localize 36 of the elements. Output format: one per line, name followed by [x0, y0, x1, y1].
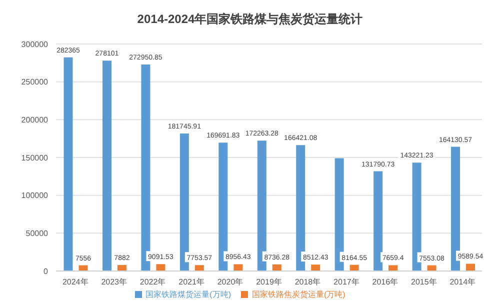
- legend-label: 国家铁路煤货运量(万吨): [146, 290, 231, 299]
- bar: [64, 57, 73, 271]
- y-tick-label: 300000: [21, 40, 49, 49]
- bar: [272, 264, 282, 271]
- x-tick-label: 2021年: [178, 278, 204, 287]
- bar: [117, 265, 126, 271]
- y-tick-label: 50000: [26, 229, 49, 238]
- bar: [466, 264, 476, 271]
- y-tick-label: 100000: [21, 191, 49, 200]
- legend-label: 国家铁路焦炭货运量(万吨): [252, 290, 346, 299]
- x-tick-label: 2024年: [62, 278, 88, 287]
- x-tick-label: 2015年: [411, 278, 437, 287]
- x-tick-label: 2014年: [450, 278, 476, 287]
- bar: [194, 265, 204, 271]
- bar: [334, 158, 344, 271]
- y-tick-label: 0: [44, 266, 49, 276]
- bar: [412, 162, 422, 271]
- x-tick-label: 2023年: [101, 278, 127, 287]
- x-tick-label: 2020年: [217, 278, 244, 287]
- bar: [102, 60, 112, 271]
- y-tick-label: 250000: [21, 78, 49, 87]
- x-tick-label: 2019年: [256, 278, 282, 287]
- y-tick-label: 150000: [21, 153, 49, 162]
- bar: [388, 265, 398, 271]
- bar: [311, 264, 320, 271]
- x-tick-label: 2018年: [294, 278, 321, 287]
- y-tick-label: 200000: [21, 116, 49, 125]
- x-tick-label: 2016年: [372, 278, 398, 287]
- bar: [180, 133, 189, 271]
- bar: [234, 264, 243, 271]
- chart-title: 2014-2024年国家铁路煤与焦炭货运量统计: [136, 11, 364, 28]
- x-tick-label: 2017年: [334, 278, 360, 287]
- bar: [257, 140, 266, 271]
- bar: [156, 264, 166, 271]
- bar: [374, 171, 383, 271]
- x-tick-label: 2022年: [140, 278, 166, 287]
